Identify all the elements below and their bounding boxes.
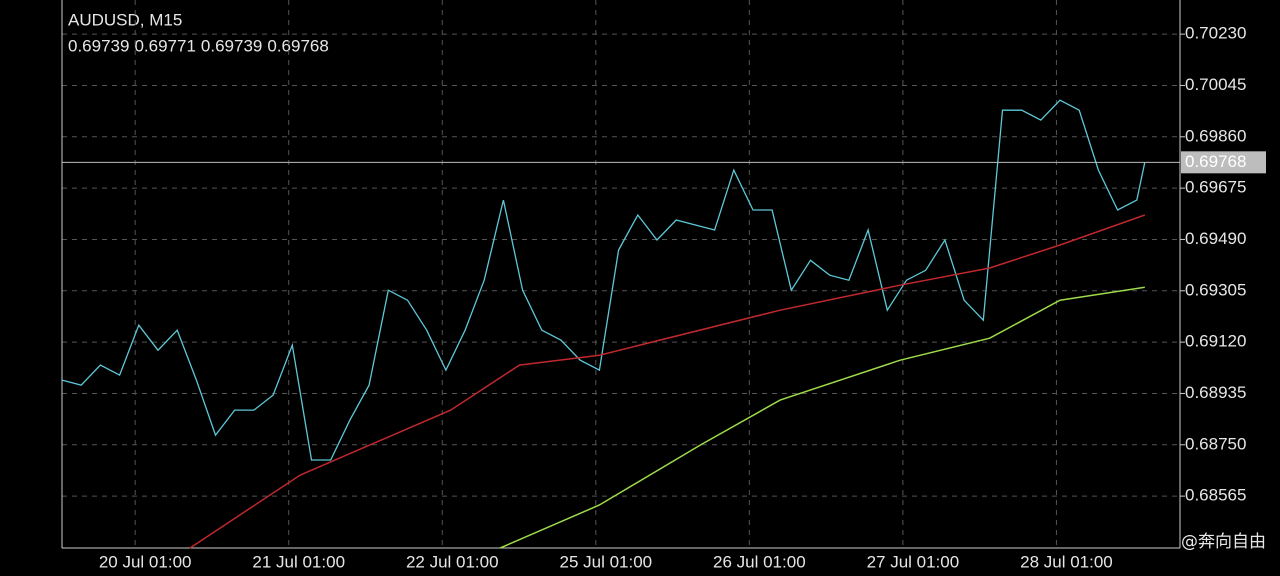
price-line	[499, 286, 1145, 549]
ohlc-high: 0.69771	[134, 36, 195, 55]
ohlc-open: 0.69739	[68, 36, 129, 55]
x-tick-label: 20 Jul 01:00	[99, 552, 192, 571]
last-price-label: 0.69768	[1185, 152, 1246, 171]
x-tick-label: 27 Jul 01:00	[867, 552, 960, 571]
y-tick-label: 0.68935	[1185, 383, 1246, 402]
y-tick-label: 0.69120	[1185, 332, 1246, 351]
y-tick-label: 0.69490	[1185, 229, 1246, 248]
x-tick-label: 21 Jul 01:00	[252, 552, 345, 571]
y-tick-label: 0.70230	[1185, 24, 1246, 43]
price-line	[189, 214, 1146, 549]
ohlc-low: 0.69739	[201, 36, 262, 55]
y-tick-label: 0.68750	[1185, 434, 1246, 453]
y-tick-label: 0.69860	[1185, 126, 1246, 145]
y-tick-label: 0.69305	[1185, 280, 1246, 299]
x-tick-label: 25 Jul 01:00	[559, 552, 652, 571]
price-line	[61, 99, 1146, 461]
x-tick-label: 26 Jul 01:00	[713, 552, 806, 571]
y-tick-label: 0.70045	[1185, 75, 1246, 94]
x-tick-label: 28 Jul 01:00	[1020, 552, 1113, 571]
y-tick-label: 0.69675	[1185, 178, 1246, 197]
ohlc-close: 0.69768	[267, 36, 328, 55]
watermark: @奔向自由	[1181, 532, 1266, 552]
chart-title: AUDUSD, M15	[68, 10, 182, 29]
x-tick-label: 22 Jul 01:00	[406, 552, 499, 571]
y-tick-label: 0.68565	[1185, 486, 1246, 505]
last-price-box	[1181, 151, 1266, 174]
